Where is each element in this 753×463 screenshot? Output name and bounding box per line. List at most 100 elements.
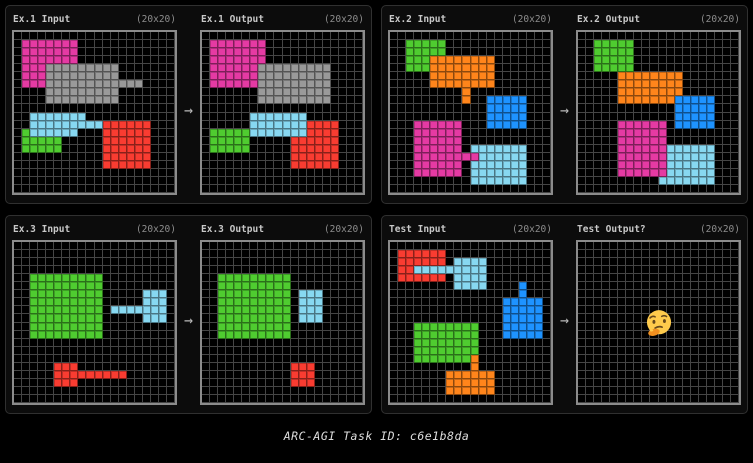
cell	[250, 40, 259, 49]
cell	[210, 152, 219, 161]
cell	[306, 354, 315, 363]
cell	[502, 338, 511, 347]
cell	[266, 96, 275, 105]
ex2-output-grid	[576, 30, 741, 195]
cell	[266, 112, 275, 121]
cell	[166, 362, 175, 371]
cell	[258, 176, 267, 185]
cell	[510, 56, 519, 65]
cell	[338, 298, 347, 307]
cell	[446, 136, 455, 145]
cell	[210, 346, 219, 355]
cell	[706, 266, 715, 275]
cell	[610, 306, 619, 315]
cell	[478, 104, 487, 113]
cell	[698, 48, 707, 57]
cell	[218, 128, 227, 137]
test-input-dims: (20x20)	[511, 224, 552, 235]
ex1-output-title: Ex.1 Output	[201, 14, 264, 25]
cell	[706, 394, 715, 403]
cell	[282, 338, 291, 347]
cell	[14, 338, 23, 347]
cell	[698, 274, 707, 283]
cell	[22, 362, 31, 371]
cell	[542, 32, 551, 41]
cell	[438, 330, 447, 339]
cell	[102, 80, 111, 89]
cell	[518, 80, 527, 89]
cell	[346, 32, 355, 41]
cell	[150, 322, 159, 331]
cell	[78, 346, 87, 355]
cell	[586, 370, 595, 379]
cell	[266, 144, 275, 153]
cell	[134, 96, 143, 105]
cell	[110, 290, 119, 299]
cell	[142, 40, 151, 49]
cell	[258, 56, 267, 65]
cell	[338, 96, 347, 105]
cell	[526, 176, 535, 185]
cell	[354, 282, 363, 291]
cell	[290, 394, 299, 403]
cell	[234, 394, 243, 403]
cell	[602, 184, 611, 193]
cell	[578, 112, 587, 121]
cell	[242, 282, 251, 291]
cell	[666, 242, 675, 251]
cell	[150, 128, 159, 137]
cell	[86, 40, 95, 49]
cell	[234, 370, 243, 379]
cell	[634, 96, 643, 105]
cell	[46, 88, 55, 97]
cell	[22, 242, 31, 251]
cell	[486, 40, 495, 49]
cell	[274, 32, 283, 41]
cell	[698, 266, 707, 275]
cell	[38, 104, 47, 113]
cell	[398, 346, 407, 355]
cell	[690, 322, 699, 331]
cell	[118, 40, 127, 49]
cell	[626, 330, 635, 339]
cell	[110, 386, 119, 395]
cell	[242, 386, 251, 395]
cell	[94, 250, 103, 259]
cell	[226, 168, 235, 177]
cell	[486, 144, 495, 153]
cell	[126, 290, 135, 299]
cell	[610, 346, 619, 355]
cell	[438, 266, 447, 275]
cell	[430, 330, 439, 339]
cell	[218, 80, 227, 89]
cell	[542, 242, 551, 251]
cell	[398, 64, 407, 73]
cell	[706, 144, 715, 153]
cell	[70, 40, 79, 49]
cell	[454, 160, 463, 169]
cell	[486, 298, 495, 307]
cell	[446, 104, 455, 113]
cell	[14, 394, 23, 403]
cell	[626, 96, 635, 105]
cell	[150, 176, 159, 185]
cell	[150, 96, 159, 105]
cell	[578, 274, 587, 283]
cell	[510, 160, 519, 169]
cell	[438, 128, 447, 137]
cell	[390, 128, 399, 137]
cell	[298, 298, 307, 307]
cell	[46, 250, 55, 259]
cell	[54, 56, 63, 65]
cell	[86, 136, 95, 145]
cell	[666, 346, 675, 355]
cell	[642, 346, 651, 355]
cell	[682, 266, 691, 275]
cell	[250, 80, 259, 89]
cell	[330, 96, 339, 105]
cell	[62, 88, 71, 97]
cell	[446, 40, 455, 49]
cell	[210, 306, 219, 315]
cell	[438, 298, 447, 307]
cell	[438, 144, 447, 153]
